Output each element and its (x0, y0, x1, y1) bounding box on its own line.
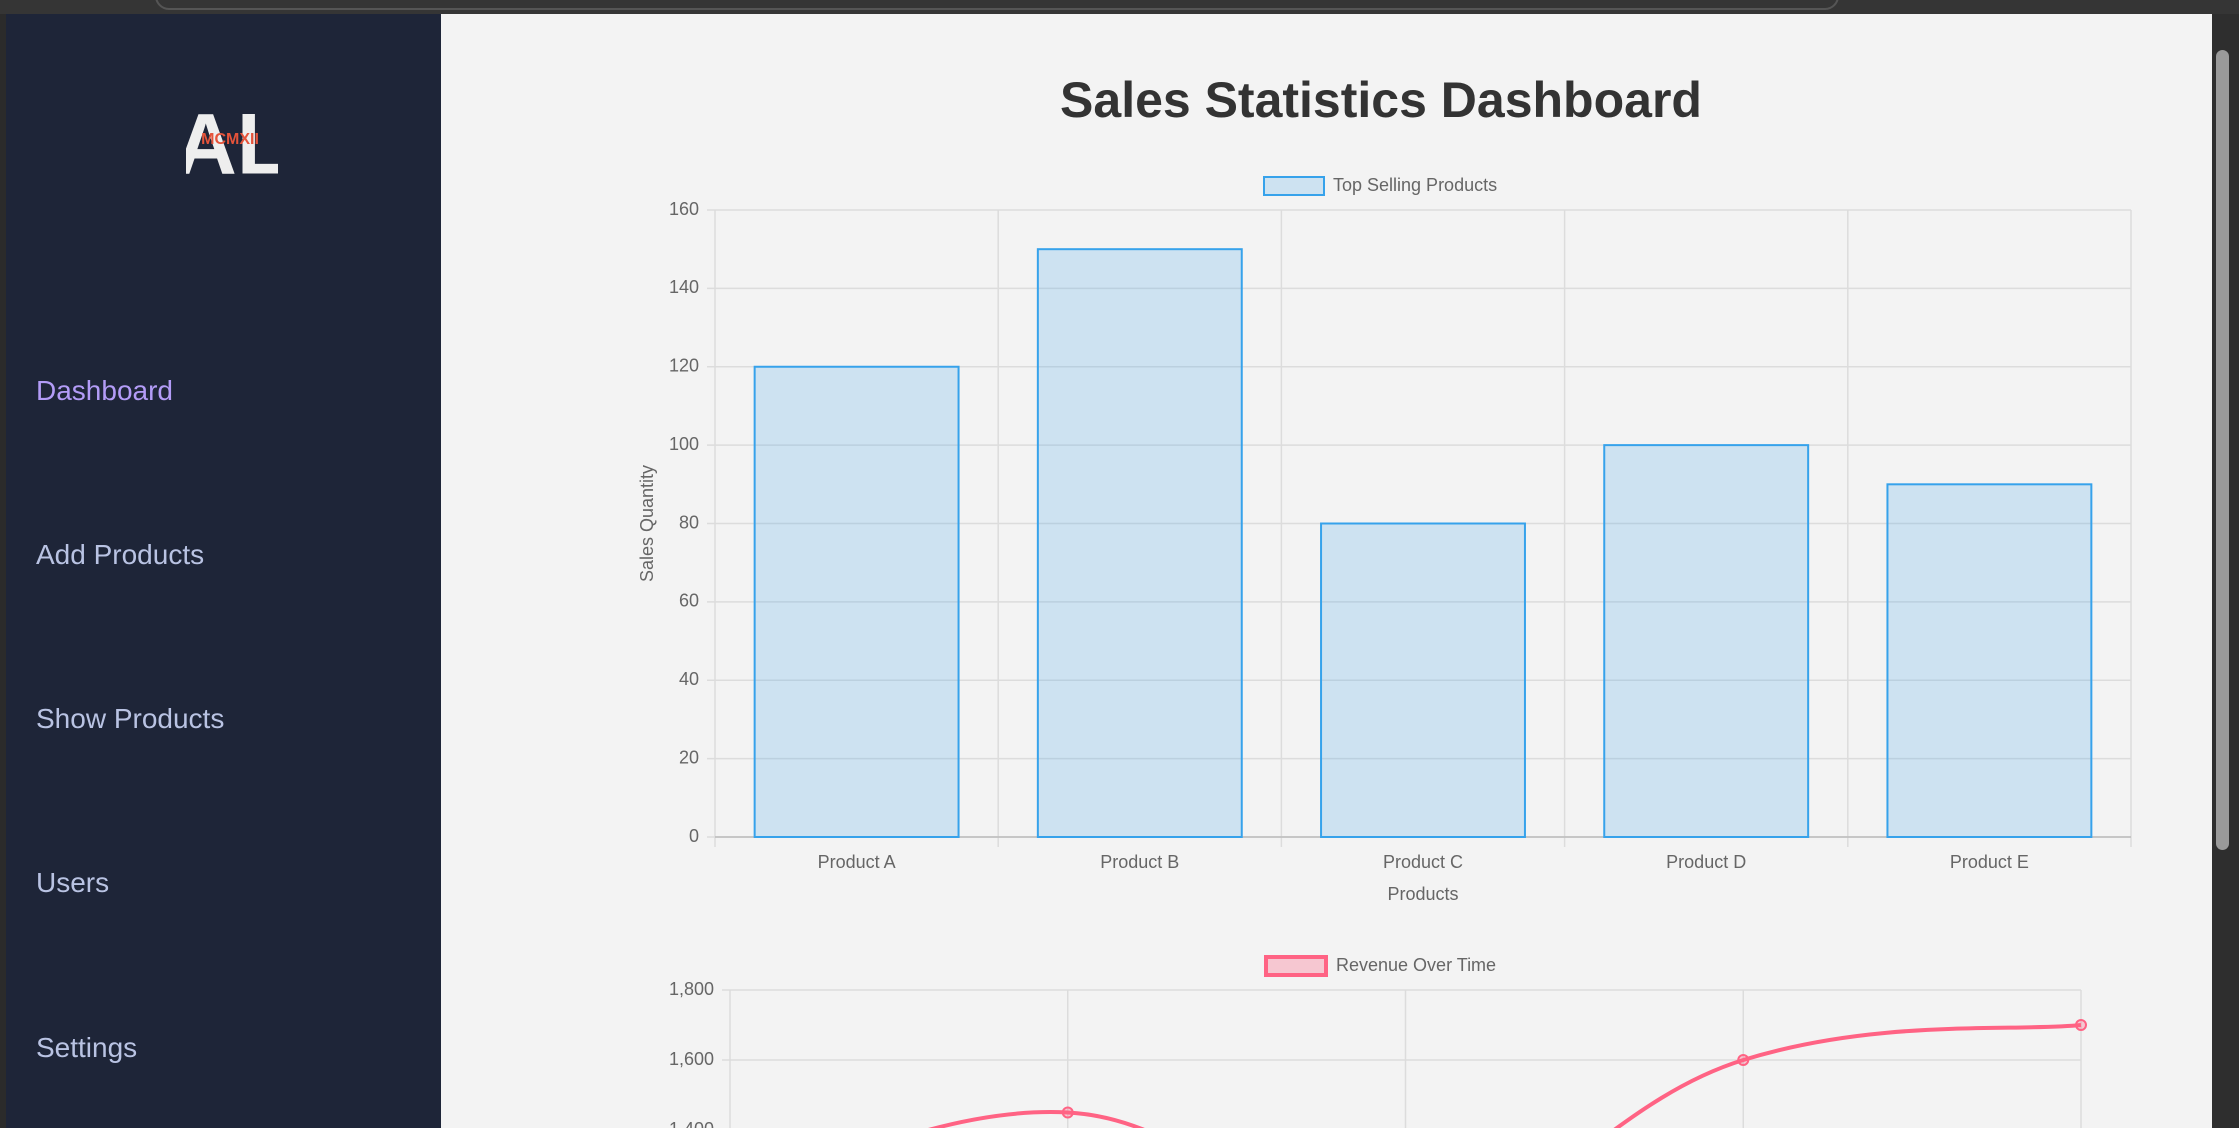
point (2075, 1019, 2087, 1031)
y-tick-label: 1,600 (669, 1049, 714, 1069)
logo[interactable]: AL MCMXII (186, 96, 278, 196)
y-tick-label: 40 (679, 669, 699, 689)
x-tick-label: Product B (1100, 852, 1179, 872)
bar (753, 365, 960, 838)
y-tick-label: 140 (669, 277, 699, 297)
x-tick-label: Product D (1666, 852, 1746, 872)
logo-subtext: MCMXII (201, 131, 259, 148)
y-tick-label: 80 (679, 512, 699, 532)
main-content (441, 14, 2212, 1128)
y-tick-label: 60 (679, 591, 699, 611)
legend-swatch (1264, 955, 1328, 977)
line (928, 1023, 2082, 1128)
bar (1320, 522, 1526, 838)
nav-item[interactable]: Show Products (36, 703, 225, 734)
x-axis-title: Products (1387, 884, 1458, 904)
legend-label: Revenue Over Time (1336, 955, 1496, 975)
x-tick-label: Product C (1383, 852, 1463, 872)
y-tick-label: 1,800 (669, 979, 714, 999)
bar (1036, 248, 1243, 838)
bar (1886, 483, 2093, 838)
nav-item[interactable]: Settings (36, 1032, 138, 1063)
nav-item[interactable]: Add Products (36, 539, 205, 570)
scroll-thumb[interactable] (2216, 50, 2229, 850)
nav-item[interactable]: Users (36, 867, 110, 898)
dashboard-title: Sales Statistics Dashboard (1060, 72, 1702, 128)
y-axis-title: Sales Quantity (637, 465, 657, 582)
point (1061, 1106, 1074, 1119)
browser-bar (0, 0, 2239, 14)
y-tick-label: 20 (679, 747, 699, 767)
x-tick-label: Product E (1950, 852, 2029, 872)
y-tick-label: 0 (689, 826, 699, 846)
y-tick-label: 160 (669, 199, 699, 219)
y-tick-label: 1,400 (669, 1119, 714, 1128)
nav-item[interactable]: Dashboard (36, 375, 173, 406)
sidebar: AL MCMXII Dashboard Add Products Show Prod… (6, 14, 441, 1128)
y-tick-label: 100 (669, 434, 699, 454)
bar (1603, 444, 1810, 838)
legend-label: Top Selling Products (1333, 175, 1497, 195)
y-tick-label: 120 (669, 356, 699, 376)
legend-swatch (1263, 176, 1325, 196)
x-tick-label: Product A (818, 852, 896, 872)
logo-text: AL (186, 97, 278, 193)
scrollbar[interactable] (2212, 14, 2239, 1128)
point (1737, 1054, 1750, 1066)
